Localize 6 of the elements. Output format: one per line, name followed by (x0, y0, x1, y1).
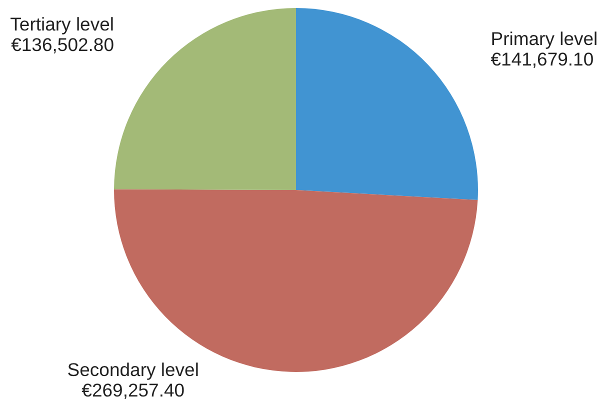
data-label: €141,679.10 (490, 48, 594, 70)
slice-label: Secondary level (67, 359, 199, 380)
slice-label: Tertiary level (10, 13, 114, 34)
data-label: €136,502.80 (11, 34, 114, 55)
data-label: €269,257.40 (82, 380, 185, 401)
slice-label: Primary level (490, 28, 598, 49)
